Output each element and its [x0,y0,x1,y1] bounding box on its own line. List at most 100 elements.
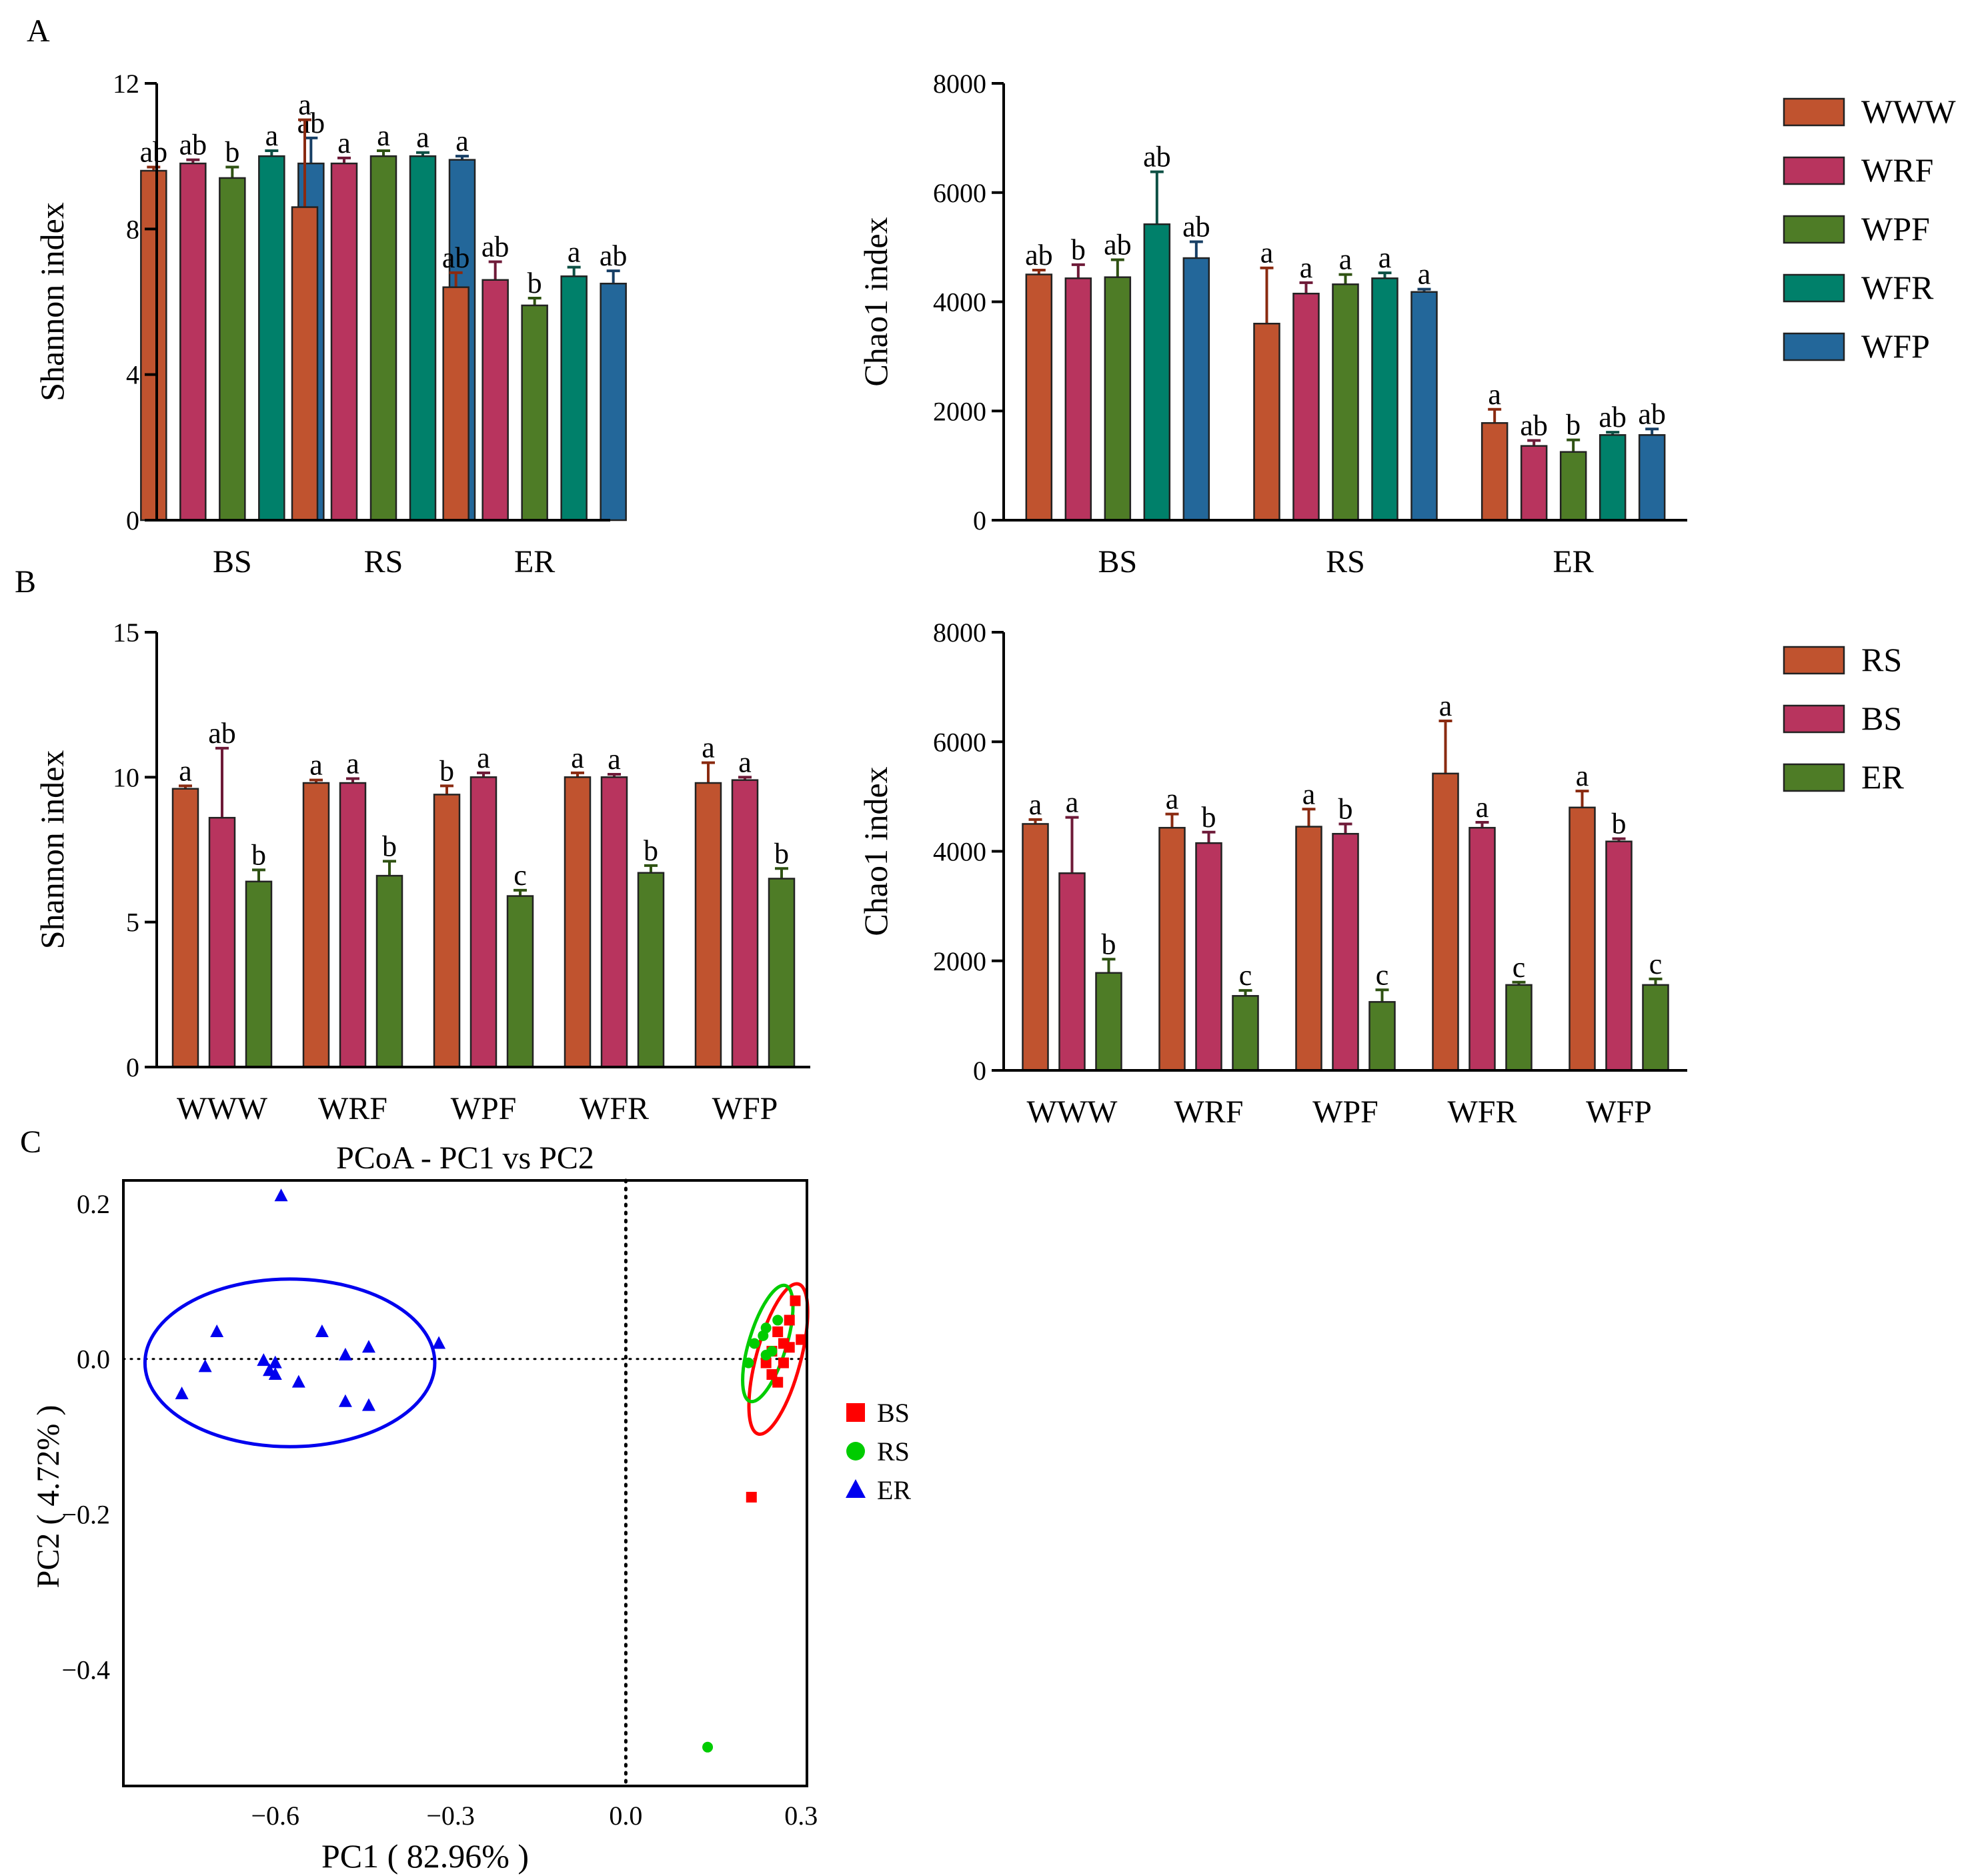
y-tick-label: 4000 [933,837,986,867]
legend-label: BS [877,1398,910,1428]
significance-letter: ab [1638,397,1666,430]
data-point [772,1326,784,1337]
significance-letter: a [1260,237,1274,269]
data-point [338,1394,352,1407]
significance-letter: a [738,746,752,778]
y-axis-label: Shannon index [33,202,71,401]
significance-letter: a [298,89,311,121]
data-point [778,1357,789,1368]
x-tick-label: 0.0 [609,1801,642,1831]
bar [1368,1001,1396,1072]
y-tick-label: 2000 [933,946,986,976]
significance-letter: a [568,236,581,269]
x-tick-label: WRF [318,1091,387,1126]
bar [1642,984,1669,1072]
significance-letter: ab [208,717,236,750]
bar [245,880,273,1068]
data-point [743,1357,754,1368]
significance-letter: a [571,742,584,774]
data-point [749,1338,760,1349]
bar [469,776,498,1068]
bar [1505,984,1533,1072]
x-tick-label: WFR [580,1091,649,1126]
significance-letter: a [179,754,192,787]
bar [1332,283,1359,522]
data-point [291,1374,305,1388]
significance-letter: b [644,834,658,867]
bar [1468,826,1496,1072]
x-tick-label: RS [364,544,403,580]
legend-label: ER [1861,758,1905,796]
legend-swatch [1783,97,1845,127]
data-point [257,1353,271,1366]
y-tick-label: −0.4 [61,1655,110,1685]
legend-marker [846,1403,865,1422]
bar [1292,292,1320,522]
data-point [268,1355,282,1368]
legend-swatch [1783,704,1845,734]
y-axis-label: PC2 ( 4.72% ) [31,1405,66,1589]
significance-letter: ab [481,230,510,263]
bar [560,275,588,522]
data-point [772,1314,784,1326]
significance-letter: c [1513,951,1526,984]
legend-label: ER [877,1475,911,1505]
significance-letter: a [1418,258,1431,291]
significance-letter: ab [1143,141,1171,173]
panel-label-C: C [20,1124,41,1160]
significance-letter: c [1239,959,1252,992]
y-axis-label: Chao1 index [857,217,894,386]
bar [179,162,207,522]
bar [1104,276,1132,522]
x-tick-label: RS [1326,544,1365,580]
data-point [210,1324,224,1337]
legend-label: WFP [1861,327,1930,365]
bar [731,779,759,1068]
significance-letter: ab [1520,409,1548,441]
data-point [796,1334,807,1345]
bar [1371,277,1398,522]
bar [600,776,628,1068]
x-tick-label: ER [1553,544,1593,580]
x-tick-label: WRF [1174,1094,1243,1130]
y-tick-label: 4 [126,360,139,390]
y-tick-label: 4000 [933,287,986,317]
bar [339,782,367,1068]
bar [1638,434,1666,522]
x-tick-label: BS [1098,544,1137,580]
bar [1025,273,1053,522]
y-tick-label: 10 [113,762,139,792]
bar [1058,872,1086,1072]
y-axis-label: Shannon index [33,750,71,950]
bar [1569,806,1596,1072]
bar [1480,422,1509,522]
significance-letter: b [1071,233,1086,266]
y-tick-label: 6000 [933,178,986,208]
bar [369,155,397,522]
data-point [175,1386,189,1400]
significance-letter: b [439,754,454,787]
significance-letter: a [1488,378,1501,411]
significance-letter: ab [297,107,325,139]
bar [1605,840,1633,1072]
legend-swatch [1783,156,1845,185]
bar [600,282,627,522]
significance-letter: ab [1182,210,1210,243]
bar [219,177,246,522]
bar [1022,823,1049,1072]
bar [375,874,403,1068]
significance-letter: ab [1025,239,1053,271]
y-tick-label: 12 [113,69,139,99]
x-tick-label: WPF [451,1091,517,1126]
significance-letter: a [455,125,469,157]
bar [1432,772,1459,1072]
significance-letter: a [346,748,359,780]
legend-b: RS BS ER [1783,641,1905,796]
bar [208,816,236,1068]
bar [481,279,509,522]
chart-title: PCoA - PC1 vs PC2 [336,1140,594,1176]
x-tick-label: BS [213,544,252,580]
significance-letter: a [702,732,715,764]
